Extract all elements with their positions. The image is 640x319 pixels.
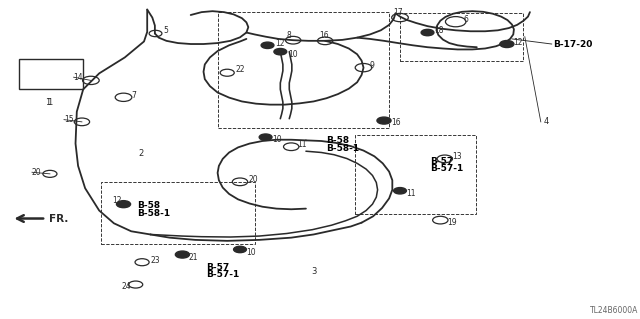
Text: B-17-20: B-17-20	[554, 40, 593, 48]
Circle shape	[116, 201, 131, 208]
Text: 6: 6	[463, 15, 468, 24]
Circle shape	[175, 251, 189, 258]
Text: 19: 19	[447, 218, 456, 227]
Text: 2: 2	[139, 149, 144, 158]
Text: 4: 4	[544, 117, 549, 126]
Text: 7: 7	[131, 91, 136, 100]
Text: B-57: B-57	[430, 157, 453, 166]
Text: 16: 16	[392, 118, 401, 127]
Text: B-57: B-57	[206, 263, 229, 272]
Circle shape	[259, 134, 272, 140]
Text: 10: 10	[246, 248, 256, 256]
Text: B-58-1: B-58-1	[326, 144, 360, 153]
Text: 23: 23	[150, 256, 160, 265]
Text: 12: 12	[513, 38, 523, 47]
Text: 12: 12	[112, 196, 122, 204]
Text: 10: 10	[288, 50, 298, 59]
Bar	[218, 12, 389, 128]
Circle shape	[261, 42, 274, 48]
Text: 20: 20	[248, 175, 258, 184]
Text: 11: 11	[406, 189, 416, 198]
Circle shape	[394, 188, 406, 194]
Circle shape	[234, 246, 246, 253]
Text: 22: 22	[236, 65, 245, 74]
Text: FR.: FR.	[49, 214, 68, 225]
Text: 1: 1	[47, 98, 52, 107]
Text: 12: 12	[275, 39, 285, 48]
Circle shape	[500, 41, 514, 48]
Text: B-58: B-58	[326, 137, 349, 145]
Text: 3: 3	[311, 267, 316, 276]
Text: B-57-1: B-57-1	[430, 164, 463, 173]
Text: 5: 5	[163, 26, 168, 35]
Text: 11: 11	[298, 140, 307, 149]
Text: 9: 9	[370, 61, 375, 70]
Text: 24: 24	[122, 282, 131, 291]
Text: 1: 1	[45, 98, 50, 107]
Text: B-58-1: B-58-1	[138, 209, 171, 218]
Circle shape	[377, 117, 391, 124]
Text: 10: 10	[272, 135, 282, 144]
Bar	[101, 182, 255, 244]
Bar	[400, 13, 523, 61]
Text: 14: 14	[74, 73, 83, 82]
Text: 8: 8	[287, 31, 291, 40]
Text: 13: 13	[452, 152, 461, 161]
Text: TL24B6000A: TL24B6000A	[590, 306, 639, 315]
Text: 18: 18	[434, 26, 444, 35]
Text: B-57-1: B-57-1	[206, 271, 239, 279]
Text: 20: 20	[32, 168, 42, 177]
Circle shape	[274, 48, 287, 55]
Bar	[355, 135, 476, 214]
Bar	[19, 59, 83, 89]
Text: 17: 17	[394, 8, 403, 17]
Text: 15: 15	[64, 115, 74, 124]
Circle shape	[421, 29, 434, 36]
Text: 21: 21	[189, 253, 198, 262]
Text: B-58: B-58	[138, 201, 161, 210]
Text: 16: 16	[319, 31, 328, 40]
